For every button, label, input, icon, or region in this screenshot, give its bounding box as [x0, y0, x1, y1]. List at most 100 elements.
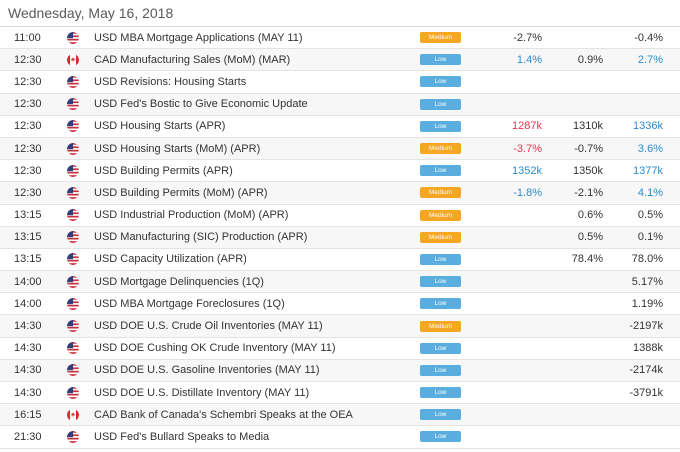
calendar-row-11[interactable]: 13:15 USD Capacity Utilization (APR) Low… — [0, 248, 680, 272]
previous-value: 1336k — [633, 120, 663, 133]
us-flag-icon — [67, 31, 79, 44]
importance-badge: Low — [420, 276, 461, 288]
event-name[interactable]: USD Industrial Production (MoM) (APR) — [94, 209, 289, 222]
event-time: 12:30 — [14, 75, 42, 88]
calendar-row-3[interactable]: 12:30 USD Revisions: Housing Starts Low — [0, 71, 680, 94]
calendar-row-13[interactable]: 14:00 USD MBA Mortgage Foreclosures (1Q)… — [0, 293, 680, 316]
forecast-value — [545, 404, 603, 425]
calendar-row-15[interactable]: 14:30 USD DOE Cushing OK Crude Inventory… — [0, 337, 680, 360]
calendar-row-17[interactable]: 14:30 USD DOE U.S. Distillate Inventory … — [0, 382, 680, 405]
event-time: 13:15 — [14, 253, 42, 266]
us-flag-icon — [67, 386, 79, 399]
calendar-row-19[interactable]: 21:30 USD Fed's Bullard Speaks to Media … — [0, 426, 680, 449]
flag-cell — [67, 315, 79, 336]
importance-cell: Low — [420, 71, 461, 92]
importance-badge: Medium — [420, 320, 461, 332]
date-title: Wednesday, May 16, 2018 — [8, 5, 174, 21]
calendar-row-4[interactable]: 12:30 USD Fed's Bostic to Give Economic … — [0, 93, 680, 116]
event-name[interactable]: USD Building Permits (APR) — [94, 164, 233, 177]
event-name[interactable]: USD Capacity Utilization (APR) — [94, 253, 247, 266]
importance-cell: Medium — [420, 27, 461, 48]
importance-badge: Low — [420, 342, 461, 354]
calendar-row-9[interactable]: 13:15 USD Industrial Production (MoM) (A… — [0, 204, 680, 227]
event-name[interactable]: USD MBA Mortgage Foreclosures (1Q) — [94, 297, 285, 310]
importance-badge: Medium — [420, 187, 461, 199]
event-name[interactable]: USD Housing Starts (MoM) (APR) — [94, 142, 261, 155]
previous-value: 1.19% — [631, 297, 663, 310]
event-name[interactable]: USD DOE Cushing OK Crude Inventory (MAY … — [94, 342, 336, 355]
calendar-row-16[interactable]: 14:30 USD DOE U.S. Gasoline Inventories … — [0, 359, 680, 382]
us-flag-icon — [67, 209, 79, 222]
flag-cell — [67, 249, 79, 270]
event-name[interactable]: USD Building Permits (MoM) (APR) — [94, 186, 268, 199]
calendar-row-14[interactable]: 14:30 USD DOE U.S. Crude Oil Inventories… — [0, 315, 680, 338]
previous-value — [605, 71, 663, 92]
previous-value: 3.6% — [637, 142, 663, 155]
previous-value: 1377k — [633, 164, 663, 177]
calendar-row-10[interactable]: 13:15 USD Manufacturing (SIC) Production… — [0, 226, 680, 249]
event-name[interactable]: USD DOE U.S. Crude Oil Inventories (MAY … — [94, 320, 323, 333]
us-flag-icon — [67, 297, 79, 310]
event-time: 13:15 — [14, 209, 42, 222]
previous-value: -3791k — [629, 386, 663, 399]
importance-cell: Low — [420, 382, 461, 403]
previous-value — [605, 426, 663, 447]
event-name[interactable]: USD DOE U.S. Gasoline Inventories (MAY 1… — [94, 364, 320, 377]
previous-value: -0.4% — [634, 31, 663, 44]
actual-value — [486, 338, 542, 359]
forecast-value: -2.1% — [574, 186, 603, 199]
actual-value — [486, 227, 542, 248]
us-flag-icon — [67, 342, 79, 355]
calendar-date-header: Wednesday, May 16, 2018 — [0, 0, 680, 27]
importance-cell: Low — [420, 49, 461, 70]
importance-badge: Medium — [420, 231, 461, 243]
event-time: 12:30 — [14, 98, 42, 111]
calendar-row-12[interactable]: 14:00 USD Mortgage Delinquencies (1Q) Lo… — [0, 271, 680, 294]
event-name[interactable]: CAD Manufacturing Sales (MoM) (MAR) — [94, 53, 291, 66]
calendar-row-5[interactable]: 12:30 USD Housing Starts (APR) Low 1287k… — [0, 115, 680, 138]
event-name[interactable]: USD DOE U.S. Distillate Inventory (MAY 1… — [94, 386, 310, 399]
flag-cell — [67, 27, 79, 48]
calendar-row-6[interactable]: 12:30 USD Housing Starts (MoM) (APR) Med… — [0, 137, 680, 161]
forecast-value — [545, 71, 603, 92]
event-name[interactable]: CAD Bank of Canada's Schembri Speaks at … — [94, 408, 353, 421]
event-name[interactable]: USD Revisions: Housing Starts — [94, 75, 247, 88]
actual-value — [486, 249, 542, 270]
importance-badge: Low — [420, 165, 461, 177]
ca-flag-icon — [67, 408, 79, 421]
importance-badge: Low — [420, 98, 461, 110]
event-time: 12:30 — [14, 186, 42, 199]
importance-cell: Low — [420, 293, 461, 314]
forecast-value: 0.6% — [577, 209, 603, 222]
flag-cell — [67, 360, 79, 381]
flag-cell — [67, 338, 79, 359]
event-time: 13:15 — [14, 231, 42, 244]
previous-value — [605, 404, 663, 425]
event-name[interactable]: USD Mortgage Delinquencies (1Q) — [94, 275, 264, 288]
importance-badge: Low — [420, 298, 461, 310]
event-name[interactable]: USD Housing Starts (APR) — [94, 120, 226, 133]
previous-value: 5.17% — [631, 275, 663, 288]
importance-cell: Low — [420, 116, 461, 137]
calendar-row-2[interactable]: 12:30 CAD Manufacturing Sales (MoM) (MAR… — [0, 49, 680, 72]
event-name[interactable]: USD MBA Mortgage Applications (MAY 11) — [94, 31, 303, 44]
actual-value — [486, 205, 542, 226]
forecast-value — [545, 315, 603, 336]
actual-value — [486, 315, 542, 336]
event-name[interactable]: USD Fed's Bostic to Give Economic Update — [94, 98, 308, 111]
event-name[interactable]: USD Manufacturing (SIC) Production (APR) — [94, 231, 308, 244]
previous-value: 2.7% — [637, 53, 663, 66]
forecast-value: 1350k — [573, 164, 603, 177]
importance-cell: Low — [420, 94, 461, 115]
us-flag-icon — [67, 120, 79, 133]
forecast-value: 0.5% — [577, 231, 603, 244]
calendar-row-8[interactable]: 12:30 USD Building Permits (MoM) (APR) M… — [0, 182, 680, 205]
calendar-row-1[interactable]: 11:00 USD MBA Mortgage Applications (MAY… — [0, 27, 680, 50]
event-name[interactable]: USD Fed's Bullard Speaks to Media — [94, 430, 270, 443]
importance-badge: Low — [420, 76, 461, 88]
calendar-row-7[interactable]: 12:30 USD Building Permits (APR) Low 135… — [0, 160, 680, 183]
forecast-value — [545, 426, 603, 447]
calendar-row-18[interactable]: 16:15 CAD Bank of Canada's Schembri Spea… — [0, 404, 680, 427]
importance-cell: Medium — [420, 315, 461, 336]
actual-value — [486, 293, 542, 314]
